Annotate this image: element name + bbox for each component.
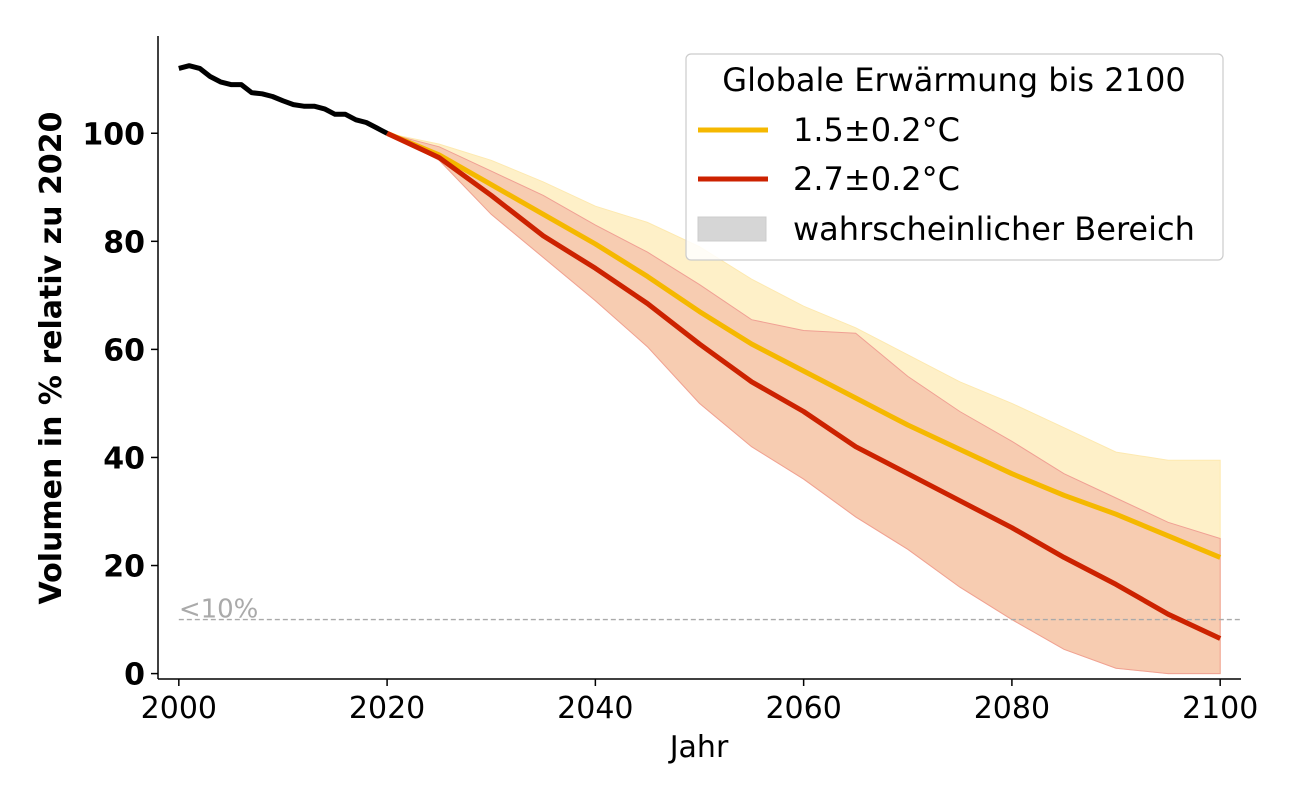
legend: Globale Erwärmung bis 2100 1.5±0.2°C 2.7±0… [685,53,1224,261]
y-tick-label: 60 [103,333,145,368]
y-tick-label: 80 [103,225,145,260]
x-tick-label: 2060 [765,691,841,726]
x-tick-label: 2080 [974,691,1050,726]
x-tick-label: 2100 [1182,691,1258,726]
y-tick-label: 100 [82,117,145,152]
series-lines [178,63,1222,641]
line-high-warming [386,131,1222,641]
x-tick-label: 2040 [557,691,633,726]
y-tick-label: 20 [103,550,145,585]
legend-label-low-warming: 1.5±0.2°C [793,111,960,149]
line-historical [178,63,389,136]
x-tick-label: 2020 [349,691,425,726]
legend-title: Globale Erwärmung bis 2100 [722,61,1185,99]
y-tick-label: 0 [124,658,145,693]
threshold-group: <10% [178,595,1241,625]
line-low-warming [386,130,1222,560]
y-axis-title: Volumen in % relativ zu 2020 [34,112,69,605]
legend-box [685,53,1224,261]
threshold-label: <10% [179,595,259,625]
legend-label-high-warming: 2.7±0.2°C [793,160,960,198]
x-tick-label: 2000 [141,691,217,726]
legend-label-likely-range: wahrscheinlicher Bereich [793,210,1195,248]
y-tick-label: 40 [103,441,145,476]
legend-swatch-likely-range [697,216,767,242]
x-axis-title: Jahr [668,730,729,765]
